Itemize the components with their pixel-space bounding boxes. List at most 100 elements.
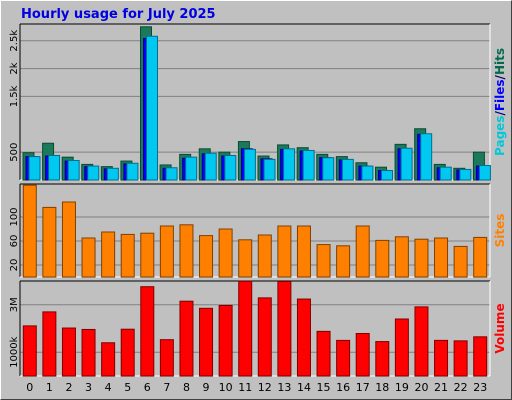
volume-bar — [453, 340, 468, 377]
sites-bar — [120, 233, 135, 278]
xtick-label: 23 — [473, 381, 487, 394]
xtick-label: 7 — [163, 381, 170, 394]
volume-bar — [159, 339, 174, 377]
xtick-label: 1 — [46, 381, 53, 394]
pages-bar — [263, 158, 276, 181]
axis-label-part: Files — [493, 79, 507, 111]
sites-bar — [277, 225, 292, 278]
bot-ytick-label: 3M — [9, 297, 20, 312]
sites-bar — [159, 225, 174, 278]
sites-bar — [42, 206, 57, 278]
volume-bar — [238, 280, 253, 377]
sites-bar — [414, 238, 429, 278]
sites-bar — [257, 234, 272, 278]
volume-bar — [375, 341, 390, 377]
pages-bar — [87, 165, 100, 181]
volume-bar — [257, 297, 272, 377]
volume-bar — [81, 328, 96, 377]
mid-ytick-label: 20 — [9, 259, 20, 272]
volume-bar — [120, 328, 135, 377]
volume-bar — [336, 339, 351, 377]
xtick-label: 13 — [277, 381, 291, 394]
volume-bar — [42, 311, 57, 377]
sites-bar — [336, 245, 351, 278]
volume-bar — [316, 330, 331, 377]
pages-bar — [381, 170, 393, 181]
pages-bar — [459, 168, 472, 181]
xtick-label: 8 — [183, 381, 190, 394]
xtick-label: 11 — [238, 381, 252, 394]
bot-plot-area — [20, 281, 490, 376]
top-ytick-label: 2k — [9, 62, 20, 74]
sites-bar — [218, 228, 233, 278]
sites-bar — [316, 244, 331, 278]
xtick-label: 4 — [105, 381, 112, 394]
pages-bar — [146, 35, 158, 181]
axis-label-part: Hits — [493, 48, 507, 75]
mid-axis-label: Sites — [493, 214, 507, 248]
xtick-label: 14 — [297, 381, 311, 394]
pages-bar — [204, 152, 217, 181]
sites-bar — [81, 237, 96, 278]
volume-bar — [414, 306, 429, 377]
volume-bar — [434, 339, 449, 377]
xtick-label: 17 — [356, 381, 370, 394]
pages-bar — [302, 149, 315, 181]
axis-label-part: / — [493, 74, 507, 79]
sites-bar — [394, 236, 409, 278]
xtick-label: 2 — [65, 381, 72, 394]
xtick-label: 18 — [375, 381, 389, 394]
axis-label-part: Sites — [493, 214, 507, 248]
xtick-label: 19 — [395, 381, 409, 394]
sites-bar — [238, 239, 253, 278]
top-ytick-label: 2.5k — [9, 30, 20, 52]
xtick-label: 12 — [258, 381, 272, 394]
pages-bar — [28, 156, 41, 181]
sites-bar — [22, 184, 37, 278]
pages-bar — [322, 157, 335, 181]
sites-bar — [453, 245, 468, 278]
axis-label-part: Pages — [493, 116, 507, 156]
pages-bar — [420, 133, 433, 181]
volume-bar — [277, 280, 292, 377]
pages-bar — [361, 165, 374, 181]
sites-bar — [61, 201, 76, 278]
sites-bar — [140, 232, 155, 278]
pages-bar — [400, 147, 413, 181]
top-ytick-label: 1.5k — [9, 85, 20, 107]
volume-bar — [394, 318, 409, 377]
xtick-label: 0 — [26, 381, 33, 394]
pages-bar — [439, 166, 452, 181]
volume-bar — [61, 327, 76, 377]
pages-bar — [341, 158, 354, 181]
pages-bar — [48, 154, 61, 181]
sites-bar — [199, 235, 214, 278]
pages-bar — [224, 154, 237, 181]
xtick-label: 22 — [454, 381, 468, 394]
axis-label-part: Volume — [493, 303, 507, 353]
sites-bar — [355, 225, 370, 278]
sites-bar — [375, 239, 390, 278]
top-axis-label: Pages/Files/Hits — [493, 48, 507, 156]
pages-bar — [243, 148, 256, 181]
sites-bar — [179, 224, 194, 278]
xtick-label: 3 — [85, 381, 92, 394]
volume-bar — [140, 286, 155, 377]
pages-bar — [283, 148, 296, 181]
volume-bar — [218, 304, 233, 377]
volume-bar — [355, 332, 370, 377]
top-ytick-label: 500 — [9, 143, 20, 162]
xtick-label: 9 — [203, 381, 210, 394]
chart-title: Hourly usage for July 2025 — [21, 7, 216, 22]
sites-bar — [473, 236, 488, 278]
xtick-label: 6 — [144, 381, 151, 394]
pages-bar — [126, 162, 139, 181]
pages-bar — [165, 167, 178, 181]
pages-bar — [185, 156, 198, 181]
xtick-label: 15 — [317, 381, 331, 394]
xtick-label: 16 — [336, 381, 350, 394]
xtick-label: 10 — [219, 381, 233, 394]
volume-bar — [296, 298, 311, 377]
axis-label-part: / — [493, 111, 507, 116]
